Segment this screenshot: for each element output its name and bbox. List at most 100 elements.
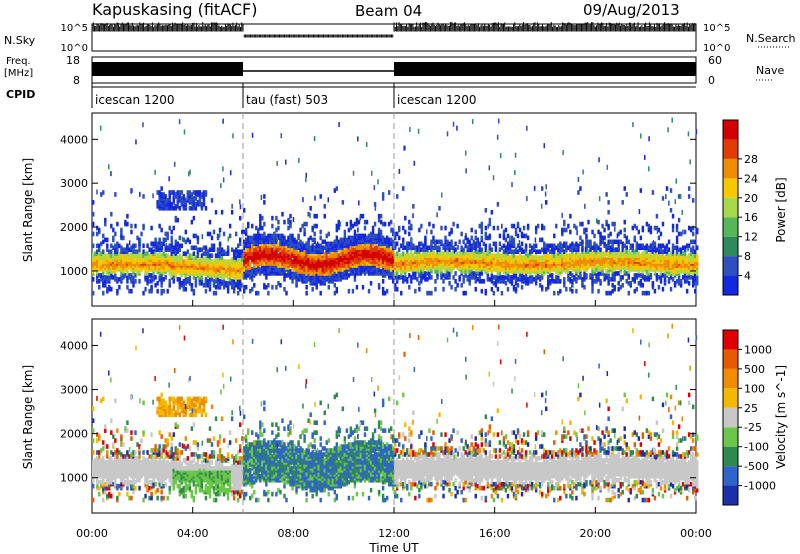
power-cell [510,249,514,255]
power-cell [512,273,516,278]
power-cell [420,271,423,276]
power-cell [613,239,616,245]
power-cell [182,237,186,243]
power-cell [538,237,542,243]
power-cell [234,231,238,237]
power-cell [303,257,306,262]
power-cell [460,269,463,274]
power-cell [333,282,337,288]
power-cell [458,239,461,245]
power-cell [289,219,292,225]
nsky-label: N.Sky [4,34,36,47]
power-cell [619,275,622,280]
power-cell [259,225,262,231]
power-cell [283,247,286,253]
power-cell [251,235,254,241]
power-cell [271,284,274,290]
power-cell [178,284,181,290]
power-cell [420,241,423,247]
power-cell [160,227,163,233]
power-cell [251,223,254,229]
power-cell [536,273,540,278]
power-cell [536,255,540,260]
power-cell [196,190,200,195]
power-cell [343,249,347,255]
power-cell [351,235,355,241]
power-cell [528,249,532,255]
power-cell [265,265,268,270]
power-cell [283,277,286,282]
power-cell [245,237,248,243]
power-cell [591,273,594,278]
power-cell [468,269,471,274]
power-cell [373,221,377,227]
power-cell [496,277,500,282]
power-cell [299,247,302,253]
power-cell [208,219,212,225]
power-cell [377,227,381,233]
power-cell [142,249,145,255]
power-cell [577,275,580,280]
power-cell [188,194,192,199]
power-cell [585,233,588,239]
power-cell [597,277,600,282]
power-cell [337,253,341,258]
power-cell [92,243,95,249]
power-cell [158,190,161,195]
power-cell [452,275,455,280]
power-cell [422,247,425,253]
power-cell [478,241,481,247]
power-cell [456,251,459,256]
power-cell [164,231,167,237]
power-cell [518,253,522,258]
power-cell [291,233,294,239]
power-cell [472,251,475,256]
power-cell [329,241,332,247]
power-cell [349,241,353,247]
power-cell [257,290,260,296]
power-cell [168,243,171,249]
power-cell [92,231,95,237]
power-cell [204,190,208,195]
power-cell [162,237,165,243]
power-cell [291,267,294,272]
power-cell [220,280,224,286]
power-cell [343,241,347,247]
power-cell [347,257,351,262]
power-cell [182,286,186,292]
power-cell [279,263,282,268]
power-cell [319,255,322,260]
power-cell [613,284,616,290]
power-cell [154,251,157,256]
power-cell [549,249,552,255]
power-cell [305,221,308,227]
power-cell [526,223,530,229]
nave-label: Nave [756,64,784,77]
power-cell [172,253,175,258]
power-cell [611,282,614,288]
power-cell [146,263,149,268]
power-cell [478,253,481,258]
power-cell [444,243,447,249]
power-cell [573,257,576,262]
power-cell [547,243,550,249]
power-cell [273,231,276,237]
power-cell [369,231,373,237]
power-cell [617,271,620,276]
power-cell [172,190,175,195]
power-cell [212,229,216,235]
power-cell [474,286,477,292]
power-cell [200,253,204,258]
power-cell [369,243,373,249]
power-cell [456,282,459,288]
power-cell [613,271,616,276]
power-cell [182,259,186,264]
power-cell [152,241,155,247]
power-cell [623,269,626,274]
power-cell [204,205,208,211]
power-cell [275,249,278,255]
power-cell [204,245,208,251]
power-cell [609,231,612,237]
power-cell [146,243,149,249]
power-cell [484,243,488,249]
